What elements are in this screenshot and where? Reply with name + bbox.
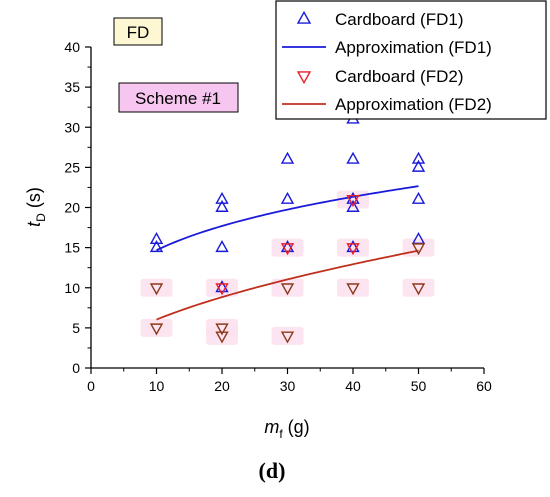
- approximation-line: [156, 249, 419, 321]
- y-tick-label: 5: [72, 320, 80, 336]
- point-glow: [337, 278, 369, 297]
- y-axis-subscript: D: [34, 213, 48, 222]
- triangle-up-point: [346, 199, 360, 212]
- triangle-down-point: [280, 243, 295, 256]
- axes: 0 10 20 30 40 50 60 0 5 10 15 20 25 30 35 40: [64, 39, 492, 394]
- legend-entry-label: Approximation (FD1): [335, 38, 492, 57]
- y-tick-label: 35: [64, 79, 80, 95]
- point-glow: [206, 278, 238, 297]
- y-axis-unit: (s): [24, 187, 44, 213]
- x-tick-label: 30: [280, 378, 296, 394]
- plot-marks: [149, 111, 426, 344]
- x-tick-label: 20: [214, 378, 230, 394]
- triangle-up-point: [149, 240, 164, 253]
- x-tick-label: 10: [149, 378, 165, 394]
- x-axis-subscript: f: [279, 427, 283, 441]
- triangle-up-point: [346, 151, 360, 164]
- panel-label: (d): [259, 458, 286, 483]
- x-axis-title: mf (g): [264, 417, 309, 441]
- triangle-down-point: [411, 243, 426, 256]
- legend-entry-label: Cardboard (FD1): [335, 10, 464, 29]
- approximation-line: [156, 185, 419, 252]
- triangle-down-point: [215, 283, 229, 296]
- triangle-up-point: [280, 191, 295, 204]
- triangle-up-point: [346, 191, 360, 204]
- x-tick-label: 50: [411, 378, 427, 394]
- triangle-down-point: [280, 331, 295, 344]
- y-tick-label: 15: [64, 240, 80, 256]
- triangle-up-point: [280, 151, 295, 164]
- y-tick-label: 40: [64, 39, 80, 55]
- scheme-label: Scheme #1: [135, 89, 221, 108]
- point-glow: [140, 318, 173, 337]
- legend-entry-label: Approximation (FD2): [335, 95, 492, 114]
- point-glow: [271, 326, 304, 345]
- triangle-up-point: [411, 191, 426, 204]
- triangle-down-point: [149, 283, 164, 296]
- x-axis-unit: (g): [283, 417, 310, 437]
- triangle-down-point: [215, 331, 229, 344]
- triangle-up-point: [215, 191, 229, 204]
- triangle-down-point: [411, 283, 426, 296]
- triangle-down-point: [346, 243, 360, 256]
- y-axis-symbol: t: [24, 221, 44, 227]
- y-axis-title: tD (s): [24, 187, 48, 227]
- triangle-up-point: [411, 151, 426, 164]
- annotations: FD Scheme #1: [113, 17, 239, 113]
- y-tick-label: 30: [64, 119, 80, 135]
- point-glow: [206, 326, 238, 345]
- y-tick-label: 20: [64, 200, 80, 216]
- triangle-up-point: [149, 232, 164, 245]
- legend-entry-label: Cardboard (FD2): [335, 67, 464, 86]
- fd-label-box: [113, 17, 163, 46]
- triangle-down-point: [346, 195, 360, 208]
- x-tick-label: 0: [87, 378, 95, 394]
- point-glow: [271, 278, 304, 297]
- x-tick-label: 40: [345, 378, 361, 394]
- axis-titles: mf (g) tD (s) (d): [24, 187, 310, 483]
- y-tick-label: 0: [72, 360, 80, 376]
- x-axis-symbol: m: [264, 417, 279, 437]
- triangle-up-point: [411, 159, 426, 172]
- triangle-up-point: [215, 199, 229, 212]
- triangle-down-point: [215, 323, 229, 336]
- y-tick-label: 10: [64, 280, 80, 296]
- triangle-up-point: [215, 280, 229, 293]
- triangle-down-point: [346, 283, 360, 296]
- triangle-up-point: [346, 240, 360, 253]
- legend-box: [275, 0, 547, 120]
- x-tick-label: 60: [476, 378, 492, 394]
- point-glow-layer: [140, 190, 435, 345]
- triangle-down-point: [280, 283, 295, 296]
- point-glow: [337, 238, 369, 257]
- legend-triangle-up-icon: [296, 10, 312, 24]
- y-tick-label: 25: [64, 159, 80, 175]
- triangle-up-point: [280, 240, 295, 253]
- point-glow: [271, 238, 304, 257]
- point-glow: [140, 278, 173, 297]
- fd-label: FD: [127, 23, 150, 42]
- legend: Cardboard (FD1) Approximation (FD1) Cardbo…: [275, 0, 547, 120]
- point-glow: [402, 278, 435, 297]
- triangle-down-point: [149, 323, 164, 336]
- triangle-up-point: [215, 240, 229, 253]
- legend-triangle-down-icon: [296, 71, 312, 85]
- scheme-label-box: [118, 82, 239, 113]
